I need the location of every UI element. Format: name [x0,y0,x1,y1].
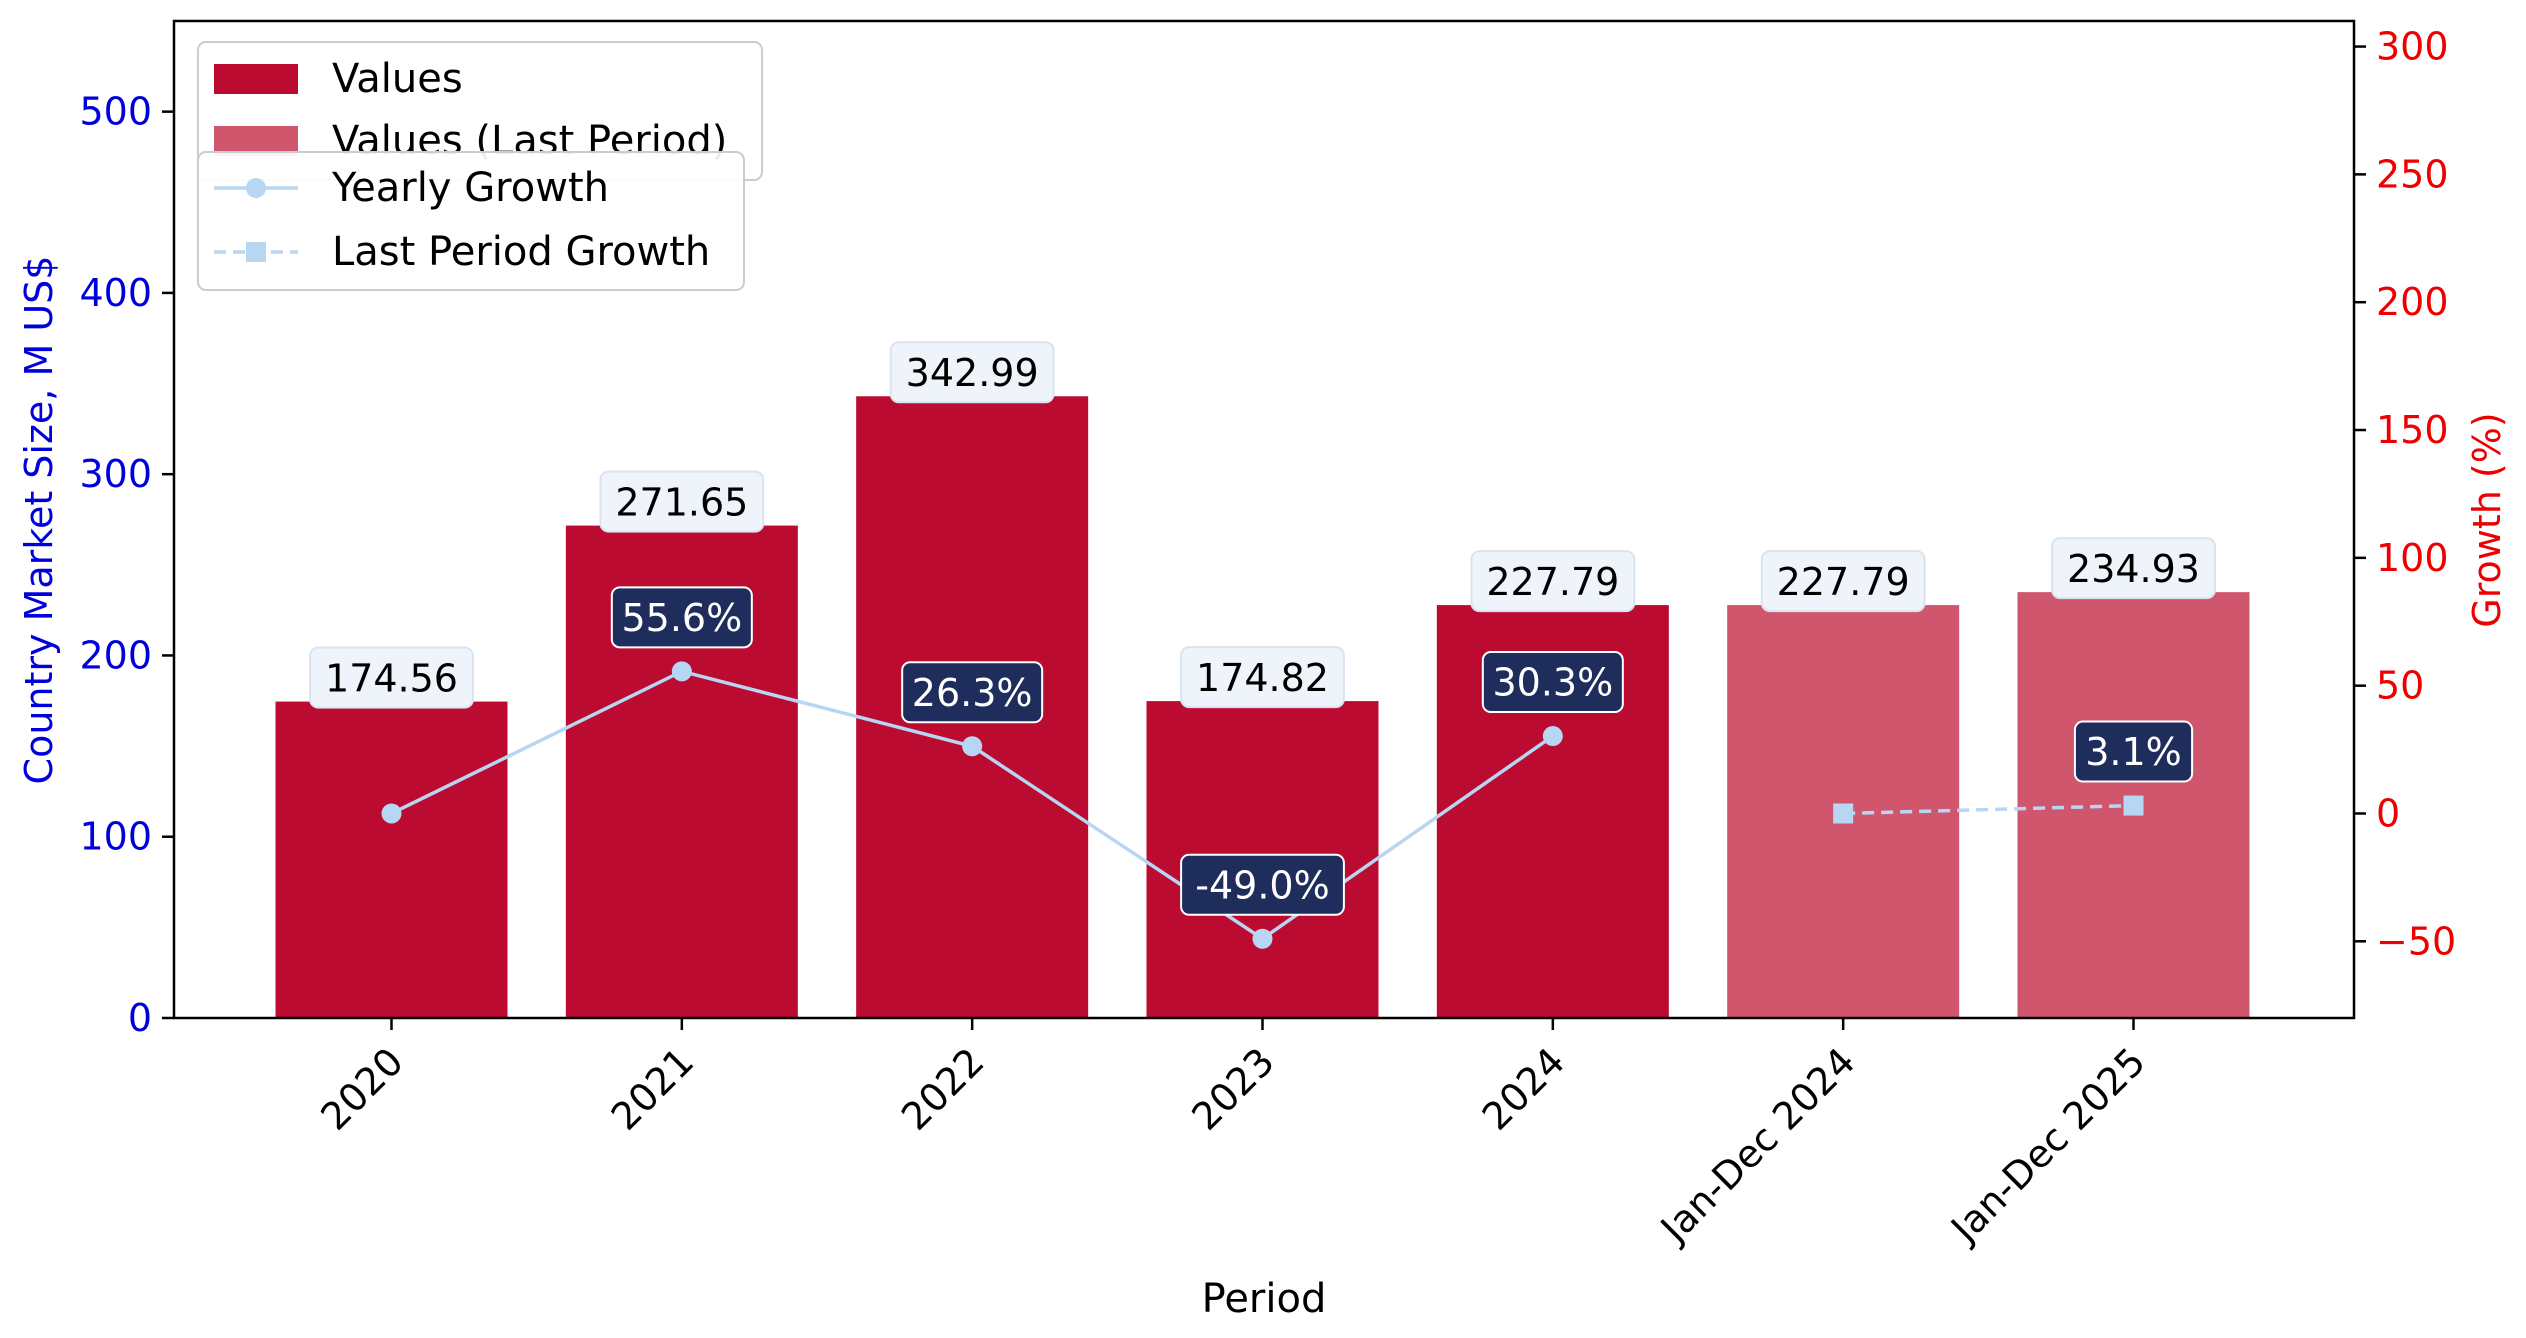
right-y-axis: −50 0 50 100 150 200 250 300 [2354,25,2456,963]
value-label-1-box [599,470,765,533]
value-label-3-text: 174.82 [1196,656,1329,700]
growth-point-s1-0 [1833,803,1854,824]
value-label-1-text: 271.65 [615,480,748,524]
value-label-3: 174.82 [1180,646,1345,709]
value-label-1: 271.65 [599,470,765,533]
value-label-4: 227.79 [1470,550,1636,613]
value-label-2: 342.99 [889,341,1055,404]
growth-label-s0-3: -49.0% [1180,853,1345,916]
growth-point-s0-2 [962,736,983,757]
value-label-6-text: 234.93 [2067,547,2200,591]
growth-label-s0-3-box [1180,853,1345,916]
value-label-0-box [309,646,474,709]
value-label-2-box [889,341,1055,404]
y-tick-label-3: 300 [79,452,152,496]
value-label-3-box [1180,646,1345,709]
y-tick-label-5: 500 [79,90,152,134]
y2-axis-label: Growth (%) [2465,412,2509,627]
legend-lines-box [197,151,745,291]
legend-label-last-period-growth: Last Period Growth [332,229,710,275]
growth-line-1 [1843,803,2134,816]
value-label-0: 174.56 [309,646,474,709]
y2-tick-label-0: −50 [2376,919,2456,963]
x-tick-label-2: 2022 [893,1039,993,1139]
y-tick-label-4: 400 [79,271,152,315]
growth-label-s0-1-box [610,586,753,649]
legend-label-yearly-growth: Yearly Growth [331,165,609,211]
growth-point-s0-0 [381,803,402,824]
value-label-5: 227.79 [1760,550,1926,613]
value-label-0-text: 174.56 [325,656,458,700]
growth-label-s0-3-text: -49.0% [1195,863,1329,907]
y2-tick-label-5: 200 [2376,280,2449,324]
bar-0 [275,701,508,1018]
y2-tick-label-2: 50 [2376,664,2424,708]
legend-label-values: Values [332,56,463,102]
value-label-6-box [2051,537,2216,600]
growth-label-s0-1-text: 55.6% [621,596,742,640]
growth-label-s0-4: 30.3% [1481,651,1624,714]
x-tick-label-0: 2020 [312,1039,412,1139]
growth-label-s0-4-box [1481,651,1624,714]
value-label-5-box [1760,550,1926,613]
x-axis: 2020 2021 2022 2023 2024 Jan-Dec 2024 Jan-Dec … [312,1018,2154,1252]
x-tick-label-1: 2021 [603,1039,703,1139]
growth-label-s0-2: 26.3% [901,661,1044,724]
growth-label-s1-1-text: 3.1% [2085,730,2182,774]
data-labels-layer: 174.56 271.65 342.99 174.82 227.79 227.79 234.… [309,341,2216,916]
y-tick-label-2: 200 [79,633,152,677]
growth-label-s0-2-box [901,661,1044,724]
growth-point-s0-3 [1252,928,1273,949]
x-tick-label-4: 2024 [1474,1039,1574,1139]
legend-marker-yearly-growth [246,178,266,198]
y2-tick-label-3: 100 [2376,536,2449,580]
y-axis-label: Country Market Size, M US$ [17,256,61,785]
plot-frame [172,19,2356,1020]
growth-label-s0-4-text: 30.3% [1492,661,1613,705]
legend-lines: Yearly Growth Last Period Growth [197,151,745,291]
x-tick-label-6: Jan-Dec 2025 [1941,1039,2154,1252]
growth-label-s0-1: 55.6% [610,586,753,649]
growth-point-s0-1 [671,661,692,682]
y-tick-label-0: 0 [128,996,152,1040]
growth-label-s1-1: 3.1% [2073,720,2194,783]
growth-point-s1-1 [2123,795,2144,816]
value-label-2-text: 342.99 [906,351,1039,395]
value-label-4-text: 227.79 [1486,560,1619,604]
legend-marker-last-period-growth [246,242,266,262]
growth-lines-layer [381,661,2144,949]
x-tick-label-3: 2023 [1183,1039,1283,1139]
left-y-axis: 0 100 200 300 400 500 [79,90,174,1040]
y2-tick-label-4: 150 [2376,408,2449,452]
y2-tick-label-1: 0 [2376,791,2400,835]
y-tick-label-1: 100 [79,815,152,859]
growth-point-s0-4 [1542,726,1563,747]
growth-label-s1-1-box [2073,720,2194,783]
legend-swatch-values [214,64,298,94]
value-label-6: 234.93 [2051,537,2216,600]
growth-label-s0-2-text: 26.3% [912,671,1033,715]
x-axis-label: Period [1202,1276,1327,1322]
y2-tick-label-6: 250 [2376,152,2449,196]
y2-tick-label-7: 300 [2376,25,2449,69]
value-label-5-text: 227.79 [1777,560,1910,604]
value-label-4-box [1470,550,1636,613]
x-tick-label-5: Jan-Dec 2024 [1651,1039,1864,1252]
